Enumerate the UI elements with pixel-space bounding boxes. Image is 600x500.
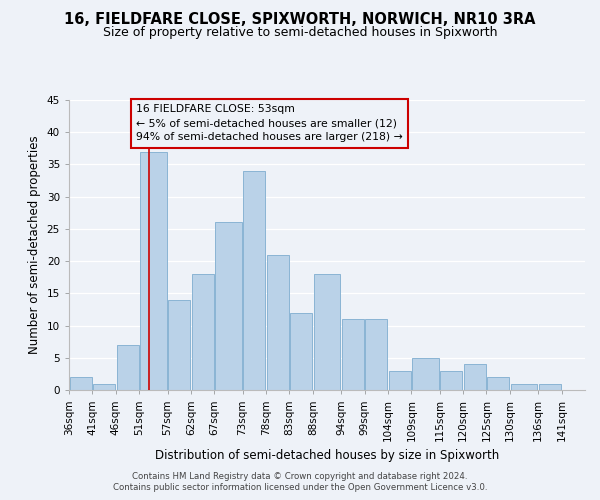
Bar bbox=[342, 319, 364, 390]
Bar bbox=[70, 377, 92, 390]
Bar bbox=[365, 319, 387, 390]
Bar bbox=[140, 152, 167, 390]
Bar bbox=[290, 312, 312, 390]
Bar bbox=[267, 254, 289, 390]
Bar bbox=[93, 384, 115, 390]
Text: Contains HM Land Registry data © Crown copyright and database right 2024.: Contains HM Land Registry data © Crown c… bbox=[132, 472, 468, 481]
Y-axis label: Number of semi-detached properties: Number of semi-detached properties bbox=[28, 136, 41, 354]
Bar bbox=[539, 384, 561, 390]
Bar bbox=[440, 370, 463, 390]
Bar bbox=[412, 358, 439, 390]
Bar bbox=[168, 300, 190, 390]
Bar bbox=[314, 274, 340, 390]
X-axis label: Distribution of semi-detached houses by size in Spixworth: Distribution of semi-detached houses by … bbox=[155, 450, 499, 462]
Bar bbox=[243, 171, 265, 390]
Text: 16 FIELDFARE CLOSE: 53sqm
← 5% of semi-detached houses are smaller (12)
94% of s: 16 FIELDFARE CLOSE: 53sqm ← 5% of semi-d… bbox=[136, 104, 403, 142]
Text: Contains public sector information licensed under the Open Government Licence v3: Contains public sector information licen… bbox=[113, 484, 487, 492]
Bar bbox=[116, 345, 139, 390]
Bar bbox=[511, 384, 538, 390]
Bar bbox=[389, 370, 411, 390]
Bar bbox=[215, 222, 242, 390]
Text: 16, FIELDFARE CLOSE, SPIXWORTH, NORWICH, NR10 3RA: 16, FIELDFARE CLOSE, SPIXWORTH, NORWICH,… bbox=[64, 12, 536, 28]
Bar bbox=[464, 364, 486, 390]
Text: Size of property relative to semi-detached houses in Spixworth: Size of property relative to semi-detach… bbox=[103, 26, 497, 39]
Bar bbox=[191, 274, 214, 390]
Bar bbox=[487, 377, 509, 390]
